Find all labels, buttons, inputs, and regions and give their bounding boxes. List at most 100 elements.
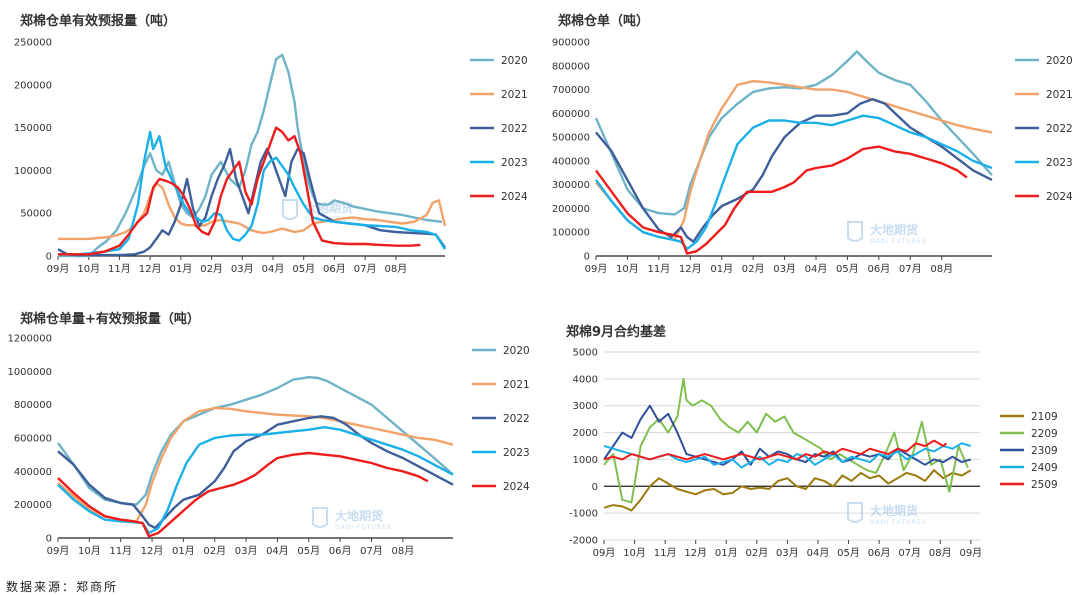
x-tick-label: 07月	[360, 545, 383, 557]
y-tick-label: 600000	[552, 109, 590, 120]
x-tick-label: 06月	[868, 547, 891, 559]
legend-label: 2509	[1031, 479, 1058, 491]
x-tick-label: 01月	[172, 545, 195, 557]
x-tick-label: 04月	[266, 545, 289, 557]
legend-label: 2409	[1031, 462, 1058, 474]
watermark-text: 大地期货	[870, 222, 918, 237]
y-tick-label: 400000	[14, 467, 52, 478]
series-line-2024	[57, 451, 429, 538]
y-tick-label: 0	[46, 252, 52, 263]
legend-label: 2309	[1031, 445, 1058, 457]
x-tick-label: 05月	[836, 263, 859, 275]
y-tick-label: 200000	[14, 80, 52, 91]
y-tick-label: 1200000	[7, 334, 52, 345]
watermark-subtext: DADI FUTURES	[870, 519, 927, 526]
y-tick-label: 400000	[552, 156, 590, 167]
legend-label: 2209	[1031, 428, 1058, 440]
series-line-2020	[57, 375, 454, 506]
x-tick-label: 04月	[807, 547, 830, 559]
x-tick-label: 12月	[139, 263, 162, 275]
x-tick-label: 11月	[647, 263, 670, 275]
chart-panel-warrant-plus-forecast: 郑棉仓单量+有效预报量（吨） 1200000 1000000 800000 60000…	[0, 298, 540, 573]
x-tick-label: 09月	[959, 547, 982, 559]
chart-title: 郑棉9月合约基差	[566, 325, 667, 340]
x-tick-label: 09月	[585, 263, 608, 275]
y-tick-label: 3000	[573, 401, 598, 412]
series-line-2022	[595, 97, 993, 243]
series-line-2309	[603, 404, 972, 466]
chart-plot: 1200000100000080000060000040000020000000…	[7, 334, 530, 558]
x-tick-label: 08月	[930, 263, 953, 275]
x-tick-label: 06月	[329, 545, 352, 557]
x-tick-label: 03月	[773, 263, 796, 275]
y-tick-label: 500000	[552, 133, 590, 144]
x-tick-label: 03月	[231, 263, 254, 275]
chart-plot: 900000 800000 700000 600000 500000 400000 3000…	[552, 38, 1073, 276]
series-line-2022	[57, 415, 454, 530]
y-tick-label: 0	[592, 482, 598, 493]
legend-label: 2022	[501, 123, 528, 135]
series-line-2023	[58, 130, 447, 256]
y-tick-label: 700000	[552, 85, 590, 96]
x-tick-label: 09月	[593, 547, 616, 559]
y-tick-label: 100000	[552, 228, 590, 239]
legend-label: 2023	[1046, 157, 1073, 169]
watermark-icon	[282, 199, 298, 220]
y-tick-label: 600000	[14, 434, 52, 445]
x-tick-label: 09月	[47, 263, 70, 275]
x-tick-label: 05月	[297, 545, 320, 557]
x-tick-label: 03月	[776, 547, 799, 559]
watermark-icon	[312, 507, 328, 528]
x-tick-label: 12月	[141, 545, 164, 557]
series-line-2109	[603, 469, 972, 512]
x-tick-label: 11月	[654, 547, 677, 559]
y-tick-label: 200000	[14, 500, 52, 511]
y-tick-label: 1000000	[7, 367, 52, 378]
x-tick-label: 10月	[78, 545, 101, 557]
series-line-2023	[57, 425, 454, 535]
legend-label: 2024	[503, 481, 530, 493]
chart-panel-warrant-forecast: 郑棉仓单有效预报量（吨） 250000 200000 150000 100000 500…	[0, 0, 540, 290]
x-tick-label: 01月	[715, 547, 738, 559]
legend-label: 2021	[501, 89, 528, 101]
legend-label: 2022	[503, 413, 530, 425]
x-tick-label: 12月	[679, 263, 702, 275]
watermark-icon	[847, 502, 863, 523]
x-tick-label: 10月	[616, 263, 639, 275]
chart-title: 郑棉仓单量+有效预报量（吨）	[20, 312, 200, 327]
legend-label: 2022	[1046, 123, 1073, 135]
y-tick-label: 5000	[573, 348, 598, 359]
x-tick-label: 02月	[745, 547, 768, 559]
legend-label: 2023	[503, 447, 530, 459]
chart-title: 郑棉仓单（吨）	[558, 14, 650, 29]
x-tick-label: 08月	[391, 545, 414, 557]
y-tick-label: -1000	[569, 509, 598, 520]
x-tick-label: 01月	[169, 263, 192, 275]
series-line-2020	[594, 50, 993, 216]
legend-label: 2024	[501, 191, 528, 203]
y-tick-label: 800000	[552, 61, 590, 72]
x-tick-label: 07月	[899, 263, 922, 275]
x-tick-label: 06月	[867, 263, 890, 275]
x-tick-label: 11月	[108, 263, 131, 275]
y-tick-label: 1000	[573, 455, 598, 466]
y-tick-label: 800000	[14, 400, 52, 411]
series-line-2023	[595, 114, 993, 251]
chart-panel-warrants: 郑棉仓单（吨） 900000 800000 700000 600000 500000 40…	[540, 0, 1080, 290]
y-tick-label: 250000	[14, 38, 52, 49]
x-tick-label: 08月	[384, 263, 407, 275]
legend-label: 2023	[501, 157, 528, 169]
watermark-subtext: DADI FUTURES	[335, 524, 392, 531]
y-tick-label: 100000	[14, 166, 52, 177]
x-tick-label: 08月	[929, 547, 952, 559]
x-tick-label: 01月	[710, 263, 733, 275]
x-tick-label: 05月	[292, 263, 315, 275]
x-tick-label: 12月	[684, 547, 707, 559]
y-tick-label: 50000	[20, 209, 52, 220]
legend-label: 2020	[503, 345, 530, 357]
chart-title: 郑棉仓单有效预报量（吨）	[20, 14, 177, 29]
y-tick-label: 4000	[573, 374, 598, 385]
y-tick-label: 200000	[552, 204, 590, 215]
